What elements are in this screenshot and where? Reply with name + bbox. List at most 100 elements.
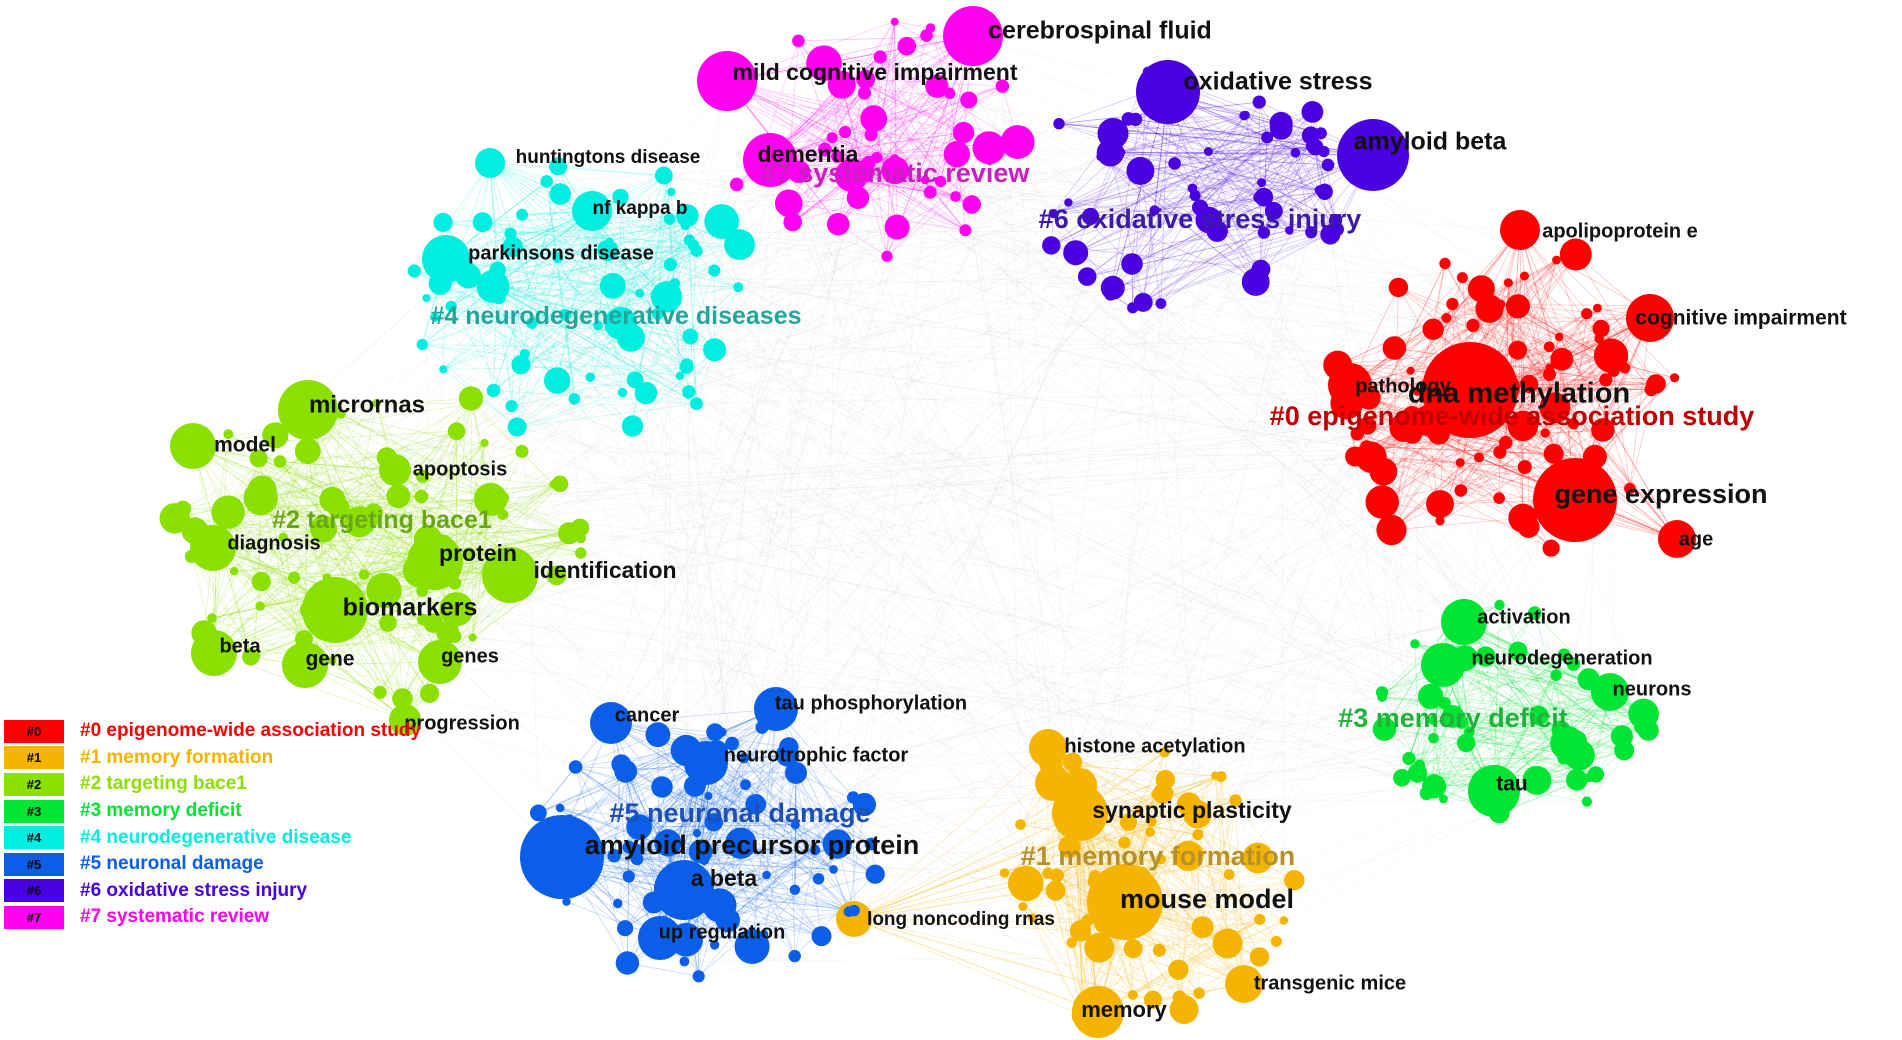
inter-cluster-link (628, 268, 1262, 877)
node (551, 475, 569, 493)
cluster-link (1519, 229, 1589, 472)
cluster-link (635, 784, 746, 851)
cluster-link (1460, 423, 1574, 491)
node (822, 829, 852, 859)
cluster-link (1498, 452, 1501, 499)
inter-cluster-link (1140, 170, 1500, 606)
cluster-link (714, 731, 838, 845)
cluster-link (511, 264, 671, 407)
cluster-link (727, 804, 865, 921)
inter-cluster-link (511, 391, 1418, 407)
cluster-link (213, 514, 504, 654)
inter-cluster-link (714, 46, 908, 350)
cluster-link (1151, 821, 1162, 860)
cluster-link (1075, 813, 1277, 942)
inter-cluster-link (1087, 191, 1326, 921)
cluster-link (794, 849, 816, 957)
cluster-link (212, 457, 387, 539)
cluster-link (1382, 696, 1540, 716)
cluster-link (1500, 304, 1587, 467)
cluster-link (261, 489, 448, 633)
cluster-link (1243, 115, 1312, 233)
cluster-link (1469, 731, 1590, 778)
cluster-link (1068, 114, 1246, 203)
node (1143, 990, 1163, 1009)
cluster-link (661, 786, 822, 937)
keyword-node-tau (1468, 765, 1520, 817)
cluster-link (763, 772, 797, 935)
node (864, 837, 878, 851)
inter-cluster-link (851, 175, 1530, 385)
cluster-link (717, 746, 789, 759)
cluster-link (870, 132, 964, 136)
inter-cluster-link (620, 151, 1324, 324)
inter-cluster-link (671, 191, 859, 199)
keyword-label: amyloid beta (1354, 128, 1508, 156)
inter-cluster-link (1227, 740, 1577, 944)
cluster-link (1443, 650, 1519, 800)
cluster-link (212, 499, 333, 539)
cluster-link (1087, 229, 1290, 277)
cluster-link (1186, 103, 1329, 166)
node (1203, 147, 1213, 156)
node (789, 884, 801, 895)
node (1456, 272, 1468, 284)
node (651, 776, 673, 798)
node (706, 723, 724, 741)
inter-cluster-link (610, 170, 1141, 724)
node (675, 204, 699, 228)
cluster-link (484, 281, 690, 393)
cluster-link (726, 80, 895, 159)
inter-cluster-link (670, 191, 1088, 921)
cluster-link (520, 244, 740, 366)
node (1241, 268, 1270, 296)
node (447, 422, 466, 441)
cluster-link (443, 314, 566, 370)
cluster-link (489, 162, 526, 355)
inter-cluster-link (191, 556, 1495, 792)
cluster-link (174, 469, 396, 519)
inter-cluster-link (332, 305, 1519, 661)
inter-cluster-link (524, 353, 1058, 876)
cluster-link (374, 520, 424, 620)
node (420, 683, 440, 704)
inter-cluster-link (482, 221, 1404, 428)
cluster-link (467, 275, 494, 391)
cluster-link (434, 317, 522, 366)
cluster-link (445, 224, 686, 260)
cluster-link (1097, 956, 1260, 1013)
cluster-link (1553, 307, 1598, 454)
cluster-link (1366, 429, 1603, 447)
cluster-link (260, 469, 396, 499)
cluster-link (853, 918, 1106, 923)
cluster-link (1032, 917, 1088, 921)
inter-cluster-link (1208, 219, 1434, 739)
cluster-link (511, 219, 594, 407)
cluster-link (1258, 151, 1325, 198)
node (762, 870, 771, 880)
cluster-link (538, 770, 626, 814)
cluster-link (379, 497, 503, 693)
node (1193, 987, 1205, 999)
node (1149, 205, 1160, 216)
cluster-link (427, 403, 473, 540)
node (1000, 125, 1035, 159)
node (568, 393, 581, 405)
cluster-link (886, 147, 990, 257)
cluster-link (282, 537, 305, 640)
node (1316, 183, 1333, 200)
keyword-label: memory (1081, 997, 1167, 1022)
node (1441, 705, 1465, 728)
cluster-link (556, 219, 594, 381)
cluster-link (1177, 90, 1265, 233)
inter-cluster-link (422, 344, 1427, 794)
cluster-link (1357, 433, 1678, 540)
cluster-link (610, 722, 834, 870)
keyword-node-beta (191, 630, 237, 676)
cluster-link (645, 245, 694, 394)
inter-cluster-link (696, 654, 1565, 853)
cluster-link (705, 762, 850, 912)
keyword-label: tau (1496, 773, 1528, 796)
cluster-link (1629, 317, 1651, 489)
node (416, 338, 428, 351)
